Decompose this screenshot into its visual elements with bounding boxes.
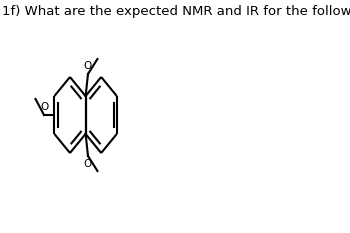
Text: O: O bbox=[83, 61, 91, 71]
Text: 1f) What are the expected NMR and IR for the following compound?: 1f) What are the expected NMR and IR for… bbox=[2, 5, 350, 18]
Text: O: O bbox=[83, 159, 91, 169]
Text: O: O bbox=[40, 102, 49, 112]
